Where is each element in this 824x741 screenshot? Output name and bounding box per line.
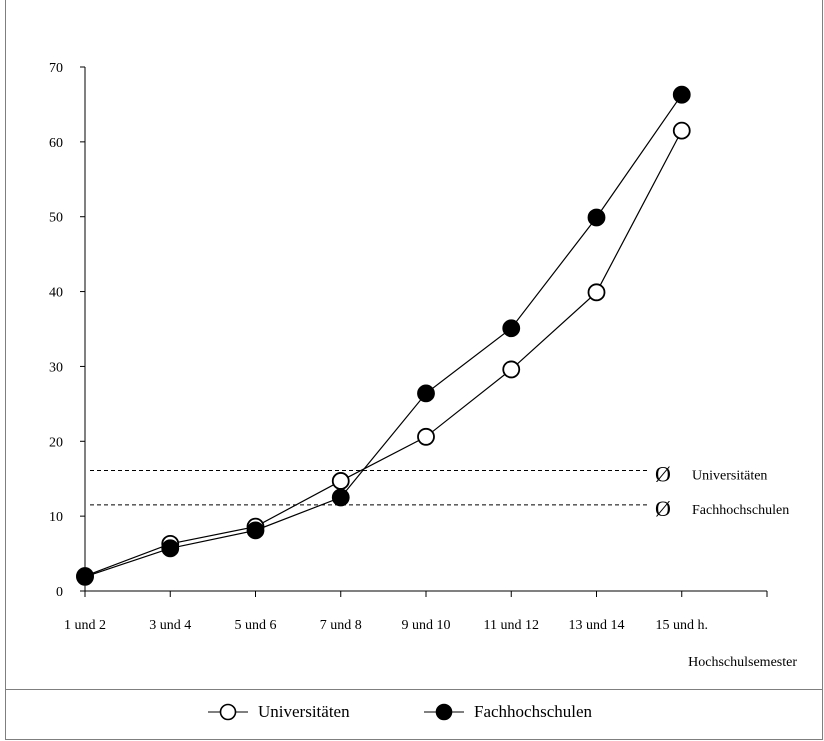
data-point-filled bbox=[161, 539, 180, 558]
data-point-open bbox=[417, 427, 435, 446]
y-tick-label: 0 bbox=[56, 585, 63, 600]
x-axis-title: Hochschulsemester bbox=[688, 655, 797, 670]
y-tick-label: 10 bbox=[49, 510, 63, 525]
x-tick-label: 5 und 6 bbox=[235, 618, 277, 633]
data-point-filled bbox=[587, 208, 606, 227]
open-circle-marker-icon bbox=[208, 703, 248, 721]
average-symbol: Ø bbox=[655, 496, 671, 521]
legend: Universitäten Fachhochschulen bbox=[0, 700, 824, 734]
data-point-open bbox=[502, 360, 521, 379]
legend-item-fachhochschulen: Fachhochschulen bbox=[424, 700, 592, 724]
x-tick-label: 11 und 12 bbox=[484, 618, 539, 633]
reference-line-label: Universitäten bbox=[692, 468, 767, 483]
y-tick-label: 50 bbox=[49, 211, 63, 226]
series-points bbox=[76, 85, 691, 586]
legend-label-universitaeten: Universitäten bbox=[258, 702, 350, 721]
data-point-filled bbox=[502, 319, 521, 338]
x-tick-label: 13 und 14 bbox=[569, 618, 625, 633]
reference-line-label: Fachhochschulen bbox=[692, 503, 789, 518]
data-point-filled bbox=[246, 521, 265, 540]
series-line bbox=[84, 130, 683, 577]
average-symbol: Ø bbox=[655, 461, 671, 486]
chart-frame bbox=[5, 0, 823, 740]
chart-axes bbox=[80, 66, 768, 597]
data-point-filled bbox=[417, 384, 435, 403]
data-point-filled bbox=[331, 488, 350, 507]
data-point-open bbox=[587, 283, 606, 302]
x-tick-label: 15 und h. bbox=[656, 618, 709, 633]
x-tick-label: 3 und 4 bbox=[149, 618, 191, 633]
x-tick-label: 9 und 10 bbox=[402, 618, 451, 633]
y-tick-label: 30 bbox=[49, 360, 63, 375]
series-lines bbox=[84, 94, 683, 578]
y-tick-label: 40 bbox=[49, 286, 63, 301]
legend-divider bbox=[5, 689, 823, 690]
x-tick-label: 7 und 8 bbox=[320, 618, 362, 633]
filled-circle-marker-icon bbox=[424, 703, 464, 721]
data-point-open bbox=[672, 121, 691, 140]
reference-lines: Ø Universitäten Ø Fachhochschulen bbox=[90, 461, 789, 521]
series-line bbox=[84, 94, 683, 578]
line-chart: 0 10 20 30 40 50 60 70 1 und 2 3 und 4 5 und 6 7 u… bbox=[49, 61, 797, 670]
y-tick-label: 60 bbox=[49, 136, 63, 151]
data-point-filled bbox=[672, 85, 691, 104]
y-tick-labels: 0 10 20 30 40 50 60 70 bbox=[49, 61, 63, 600]
legend-item-universitaeten: Universitäten bbox=[208, 700, 350, 724]
x-tick-labels: 1 und 2 3 und 4 5 und 6 7 und 8 9 und 10 11 u… bbox=[64, 618, 708, 633]
y-tick-label: 20 bbox=[49, 435, 63, 450]
data-point-open bbox=[331, 472, 350, 490]
data-point-filled bbox=[76, 567, 94, 586]
y-tick-label: 70 bbox=[49, 61, 63, 76]
x-tick-label: 1 und 2 bbox=[64, 618, 106, 633]
legend-label-fachhochschulen: Fachhochschulen bbox=[474, 702, 593, 721]
